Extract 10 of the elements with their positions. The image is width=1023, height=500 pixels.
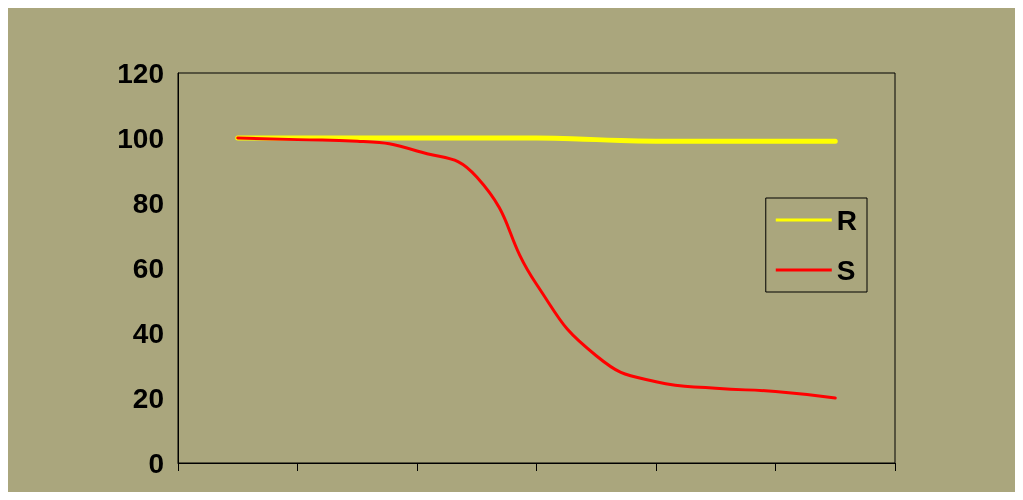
y-tick-label: 20 bbox=[132, 382, 164, 414]
y-tick-label: 40 bbox=[132, 317, 164, 349]
y-tick-label: 100 bbox=[117, 122, 164, 154]
legend-label: S bbox=[836, 254, 856, 286]
y-tick-label: 0 bbox=[148, 447, 164, 479]
y-tick-label: 60 bbox=[132, 252, 164, 284]
y-tick-label: 120 bbox=[117, 57, 164, 89]
legend-label: R bbox=[836, 204, 858, 236]
line-series bbox=[236, 136, 837, 400]
y-tick-label: 80 bbox=[132, 187, 164, 219]
